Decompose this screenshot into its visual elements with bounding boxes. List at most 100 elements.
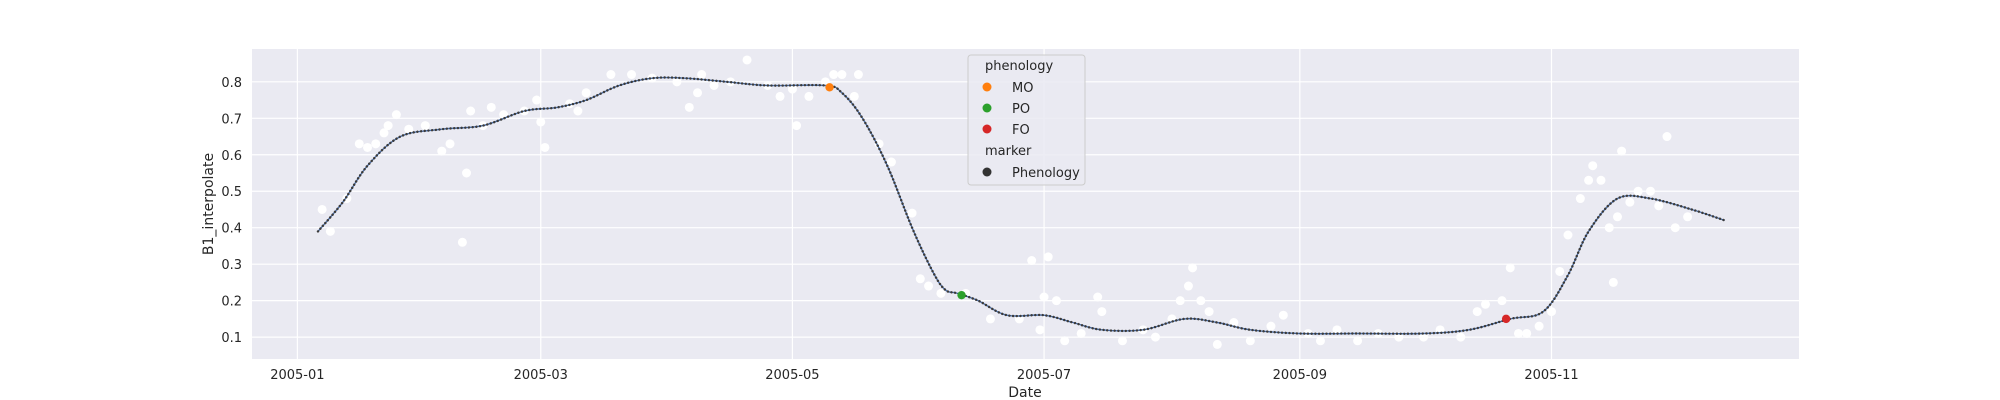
observation-point [445, 139, 455, 149]
observation-point [1617, 146, 1627, 156]
phenology-points [825, 83, 1511, 324]
y-axis-ticks: 0.1 0.2 0.3 0.4 0.5 0.6 0.7 0.8 [221, 76, 242, 346]
y-tick-label: 0.7 [221, 112, 242, 127]
legend-fo-label: FO [1012, 123, 1030, 138]
observation-point [915, 274, 925, 284]
observation-point [1245, 336, 1255, 346]
x-tick-label: 2005-11 [1524, 368, 1578, 383]
y-tick-label: 0.5 [221, 185, 242, 200]
x-tick-label: 2005-09 [1273, 368, 1327, 383]
y-tick-label: 0.3 [221, 258, 242, 273]
observation-point [1188, 263, 1198, 273]
observation-point [379, 128, 389, 138]
phenology-point-po [957, 290, 966, 300]
observation-point [1183, 281, 1193, 291]
observation-point [404, 124, 414, 134]
observation-point [391, 110, 401, 120]
observation-point [1266, 321, 1276, 331]
observation-point [1596, 175, 1606, 185]
phenology-point-mo [825, 83, 834, 92]
observation-point [1575, 194, 1585, 204]
observation-point [1522, 328, 1532, 338]
legend-fo-marker [982, 124, 992, 134]
observation-point [371, 139, 381, 149]
observation-point [1204, 307, 1214, 317]
observation-point [1060, 336, 1070, 346]
legend-mo-marker [982, 82, 992, 92]
observation-point [627, 70, 637, 80]
observation-point [1472, 307, 1482, 317]
observation-point [1196, 296, 1206, 306]
observation-point [1456, 332, 1466, 342]
x-tick-label: 2005-05 [765, 368, 819, 383]
observation-point [837, 70, 847, 80]
y-tick-label: 0.2 [221, 295, 242, 310]
observation-point [581, 88, 591, 98]
observation-point [1039, 292, 1049, 302]
observation-point [829, 70, 839, 80]
observation-point [1662, 132, 1672, 142]
observation-point [1480, 299, 1490, 309]
observation-point [709, 80, 719, 90]
observation-point [466, 106, 476, 116]
observation-point [1513, 328, 1523, 338]
observation-point [742, 55, 752, 65]
observation-point [907, 208, 917, 218]
observation-point [936, 288, 946, 298]
x-tick-label: 2005-01 [270, 368, 324, 383]
observation-point [317, 204, 327, 214]
observation-point [787, 84, 797, 94]
observation-point [1076, 328, 1086, 338]
legend-phenology-marker [982, 167, 992, 177]
observation-point [1043, 252, 1053, 262]
observation-point [457, 237, 467, 247]
observation-point [924, 281, 934, 291]
observation-point [486, 102, 496, 112]
observation-point [775, 91, 785, 101]
observation-point [420, 121, 430, 131]
legend: phenology MO PO FO marker Phenology [967, 54, 1086, 186]
observation-point [1278, 310, 1288, 320]
observation-point [1212, 339, 1222, 349]
observation-point [985, 314, 995, 324]
legend-style-title: marker [985, 144, 1032, 159]
observation-point [573, 106, 583, 116]
observation-point [540, 142, 550, 152]
y-tick-label: 0.1 [221, 331, 242, 346]
observation-point [1608, 277, 1618, 287]
observation-point [325, 226, 335, 236]
observation-point [462, 168, 472, 178]
observation-point [1645, 186, 1655, 196]
x-axis-label: Date [1008, 385, 1041, 400]
observation-point [532, 95, 542, 105]
observation-point [853, 70, 863, 80]
observation-point [1683, 212, 1693, 222]
observation-point [804, 91, 814, 101]
observation-point [1117, 336, 1127, 346]
observation-point [1315, 336, 1325, 346]
observation-point [437, 146, 447, 156]
y-tick-label: 0.8 [221, 76, 242, 91]
observation-point [354, 139, 364, 149]
y-axis-label: B1_interpolate [201, 153, 217, 255]
observation-point [849, 91, 859, 101]
observation-point [1027, 256, 1037, 266]
observation-point [1584, 175, 1594, 185]
observation-point [886, 157, 896, 167]
observation-point [536, 117, 546, 127]
x-tick-label: 2005-07 [1017, 368, 1071, 383]
legend-hue-title: phenology [985, 59, 1053, 74]
observation-point [1588, 161, 1598, 171]
observation-point [1633, 186, 1643, 196]
observation-point [1625, 197, 1635, 207]
observation-point [792, 121, 802, 131]
observation-point [1555, 266, 1565, 276]
observation-point [363, 142, 373, 152]
observation-point [1353, 336, 1363, 346]
observation-point [1419, 332, 1429, 342]
observation-point [1612, 212, 1622, 222]
observation-point [1332, 325, 1342, 335]
observation-point [1604, 223, 1614, 233]
observation-point [1534, 321, 1544, 331]
